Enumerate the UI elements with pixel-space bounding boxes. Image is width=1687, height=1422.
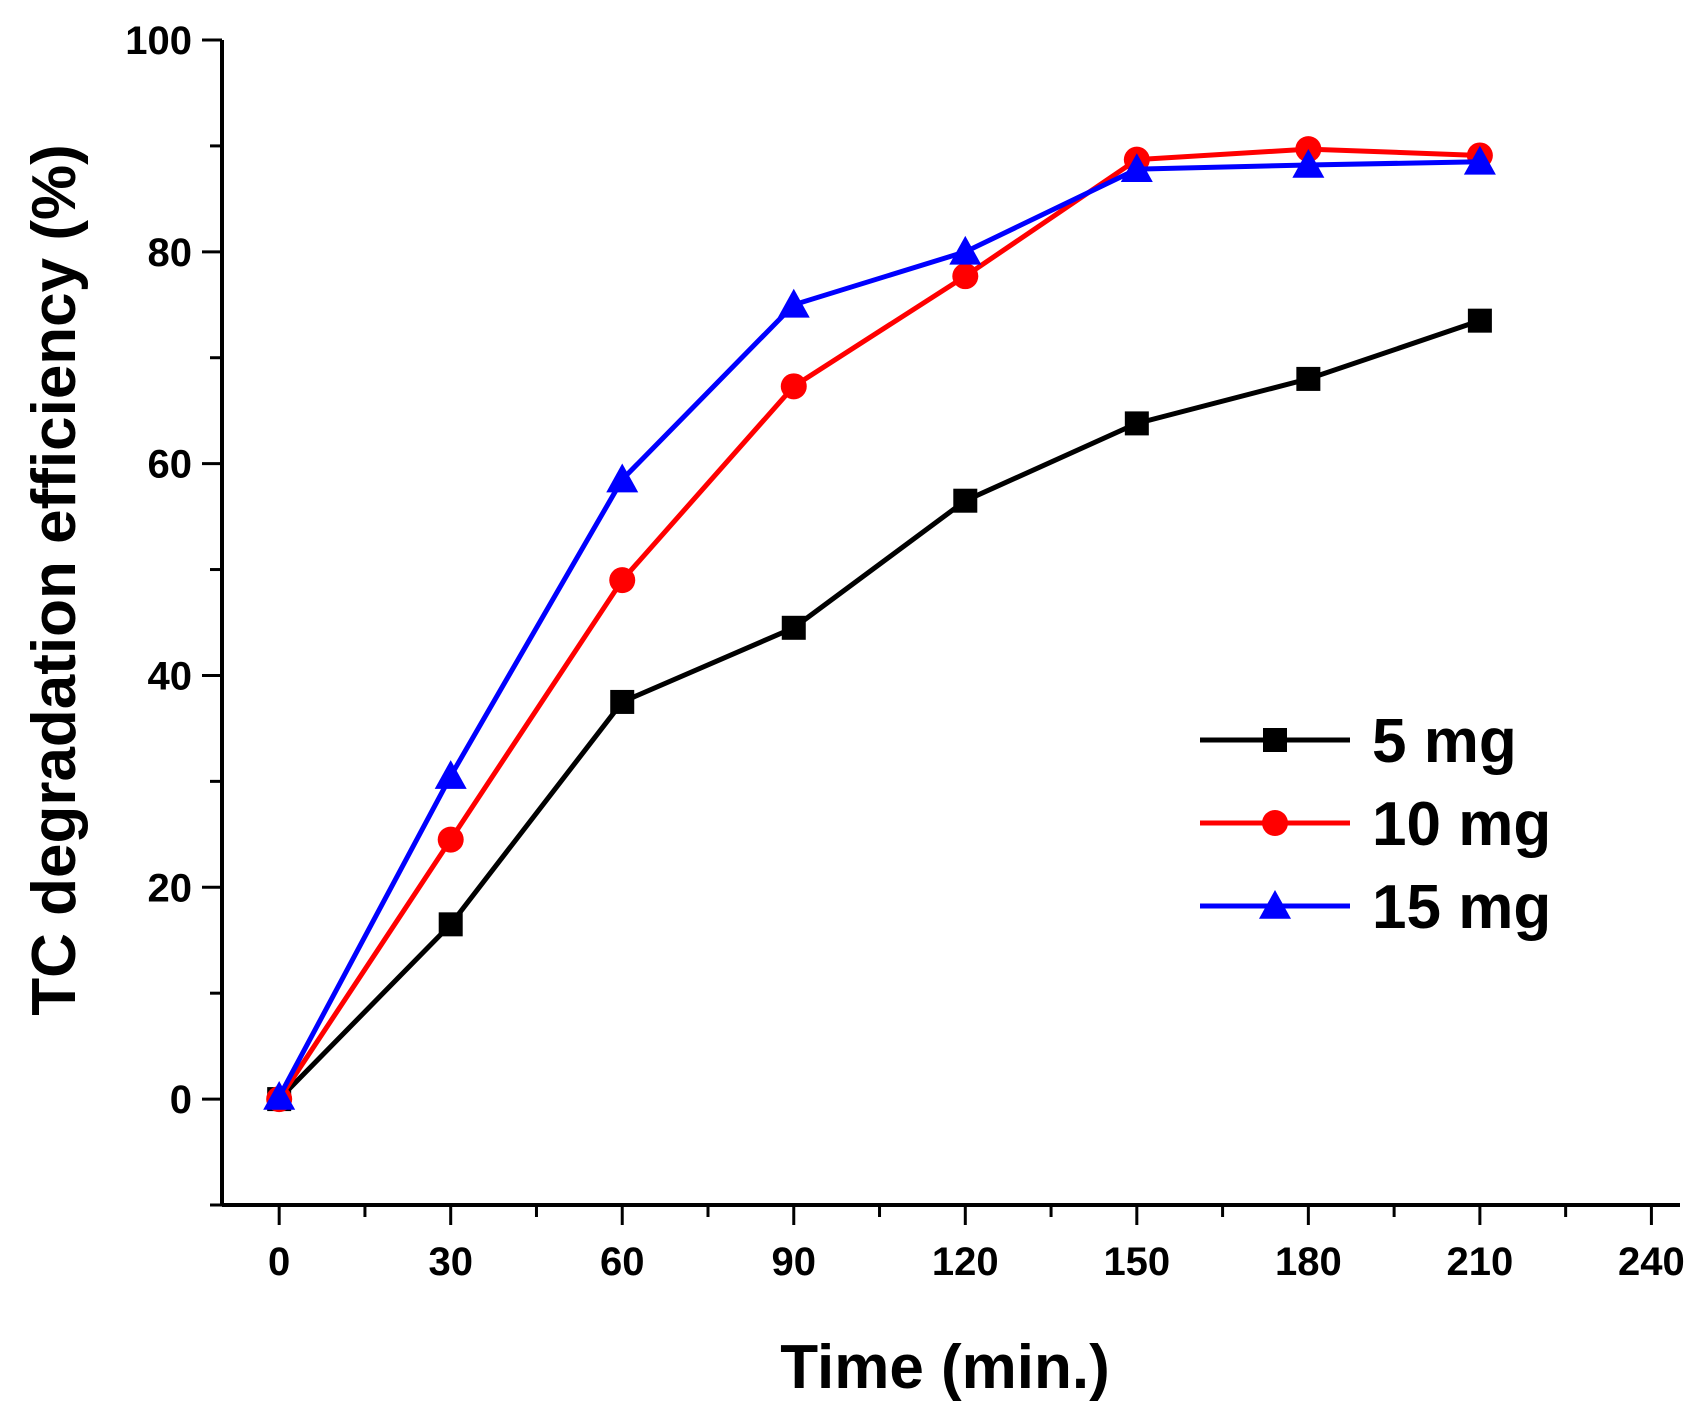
x-tick-label: 180 — [1275, 1240, 1342, 1284]
y-tick-label: 80 — [148, 231, 193, 275]
series-line — [277, 146, 1480, 1101]
legend-marker — [1262, 810, 1288, 836]
legend-item: 15 mg — [1200, 873, 1551, 942]
data-point — [949, 235, 982, 265]
data-point — [953, 488, 978, 513]
series-15-mg — [263, 145, 1496, 1110]
y-tick-label: 0 — [170, 1078, 192, 1122]
x-tick-label: 90 — [772, 1240, 817, 1284]
legend-label: 15 mg — [1372, 873, 1551, 942]
series-line — [276, 159, 1480, 1099]
data-point — [610, 689, 635, 714]
data-point — [781, 615, 806, 640]
data-point — [1124, 411, 1149, 436]
data-point — [438, 912, 463, 937]
data-point — [606, 463, 639, 493]
x-tick-label: 0 — [268, 1240, 290, 1284]
x-tick-label: 210 — [1447, 1240, 1514, 1284]
x-axis-title: Time (min.) — [780, 1333, 1110, 1402]
x-tick-label: 60 — [600, 1240, 645, 1284]
legend-item: 10 mg — [1200, 790, 1551, 859]
data-point — [1292, 148, 1325, 178]
y-tick-label: 20 — [148, 866, 193, 910]
data-point — [434, 760, 467, 789]
data-point — [1296, 366, 1321, 391]
y-tick-label: 60 — [148, 443, 193, 487]
data-point — [777, 288, 810, 318]
legend-label: 10 mg — [1372, 790, 1551, 859]
x-tick-label: 150 — [1103, 1240, 1170, 1284]
legend-item: 5 mg — [1200, 707, 1517, 776]
series-line — [277, 318, 1481, 1101]
legend: 5 mg 10 mg 15 mg — [1200, 707, 1551, 942]
legend-marker — [1263, 728, 1287, 752]
data-point — [263, 1080, 296, 1110]
data-point — [1120, 153, 1153, 183]
y-tick-label: 100 — [125, 19, 192, 63]
y-axis-ticks: 0 20 40 60 80 100 — [125, 19, 222, 1207]
x-tick-label: 240 — [1618, 1240, 1685, 1284]
legend-marker — [1259, 890, 1291, 919]
y-axis-title: TC degradation efficiency (%) — [20, 144, 89, 1016]
data-point — [952, 263, 979, 290]
data-point — [437, 826, 464, 853]
x-tick-label: 120 — [932, 1240, 999, 1284]
series-5-mg — [267, 308, 1492, 1112]
legend-label: 5 mg — [1372, 707, 1517, 776]
data-point — [609, 567, 636, 594]
series-layer — [263, 136, 1496, 1113]
y-tick-label: 40 — [148, 654, 193, 698]
x-axis-ticks: 0 30 60 90 120 150 180 210 240 — [268, 1205, 1685, 1284]
axes — [220, 40, 1680, 1207]
data-point — [1467, 308, 1492, 333]
x-tick-label: 30 — [428, 1240, 473, 1284]
data-point — [780, 373, 807, 400]
data-point — [1463, 145, 1496, 175]
series-10-mg — [266, 136, 1493, 1113]
